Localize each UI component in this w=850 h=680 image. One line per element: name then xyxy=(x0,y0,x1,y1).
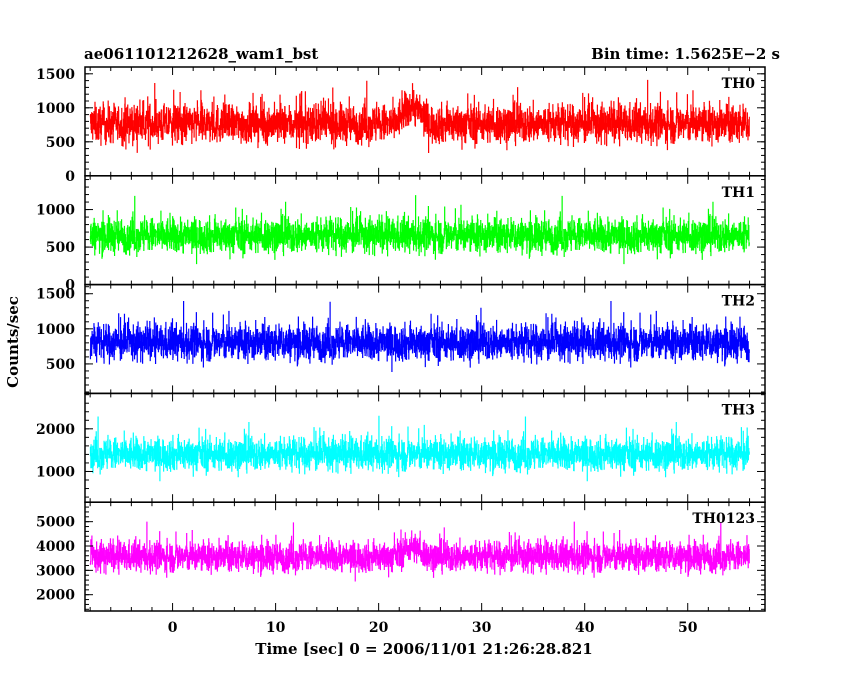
y-tick-label: 2000 xyxy=(36,422,75,438)
y-tick-label: 1000 xyxy=(36,322,75,338)
panel-frame xyxy=(84,501,766,612)
y-tick-label: 2000 xyxy=(36,588,75,604)
series-line-th1 xyxy=(89,195,750,265)
series-line-th2 xyxy=(89,300,750,372)
series-line-th0 xyxy=(89,79,750,153)
y-tick-label: 1000 xyxy=(36,464,75,480)
x-axis-label: Time [sec] 0 = 2006/11/01 21:26:28.821 xyxy=(255,640,592,658)
x-tick-label: 40 xyxy=(575,620,595,636)
series-line-th0123 xyxy=(89,521,750,582)
y-tick-label: 1500 xyxy=(36,67,75,83)
x-tick-label: 10 xyxy=(266,620,286,636)
panel-label: TH2 xyxy=(722,294,755,310)
panel-th0: 0 500 1000 1500 TH0 xyxy=(36,66,766,185)
panel-label: TH3 xyxy=(722,402,755,418)
y-tick-label: 500 xyxy=(46,357,75,373)
series-line-th3 xyxy=(89,415,750,482)
panel-th2: 500 1000 1500 TH2 xyxy=(36,283,766,395)
chart-title-left: ae061101212628_wam1_bst xyxy=(84,45,318,63)
x-tick-label: 50 xyxy=(678,620,698,636)
y-tick-label: 0 xyxy=(65,169,75,185)
y-tick-label: 1500 xyxy=(36,287,75,303)
y-tick-label: 500 xyxy=(46,240,75,256)
chart-title-right: Bin time: 1.5625E−2 s xyxy=(591,45,780,63)
y-axis-label: Counts/sec xyxy=(4,296,22,388)
panel-label: TH0 xyxy=(722,76,756,92)
x-tick-label: 30 xyxy=(472,620,492,636)
y-tick-label: 1000 xyxy=(36,101,75,117)
y-tick-label: 5000 xyxy=(36,515,75,531)
x-tick-label: 20 xyxy=(369,620,389,636)
panel-label: TH1 xyxy=(722,185,755,201)
panel-label: TH0123 xyxy=(692,511,755,527)
panel-th3: 1000 2000 TH3 xyxy=(36,392,766,503)
y-tick-label: 1000 xyxy=(36,203,75,219)
panel-th1: 0 500 1000 TH1 xyxy=(36,175,766,294)
y-tick-label: 4000 xyxy=(36,539,75,555)
y-tick-label: 0 xyxy=(65,278,75,294)
y-tick-label: 3000 xyxy=(36,563,75,579)
panel-th0123: 2000 3000 4000 5000 TH0123 xyxy=(36,501,766,612)
x-tick-label: 0 xyxy=(168,620,178,636)
y-tick-label: 500 xyxy=(46,135,75,151)
